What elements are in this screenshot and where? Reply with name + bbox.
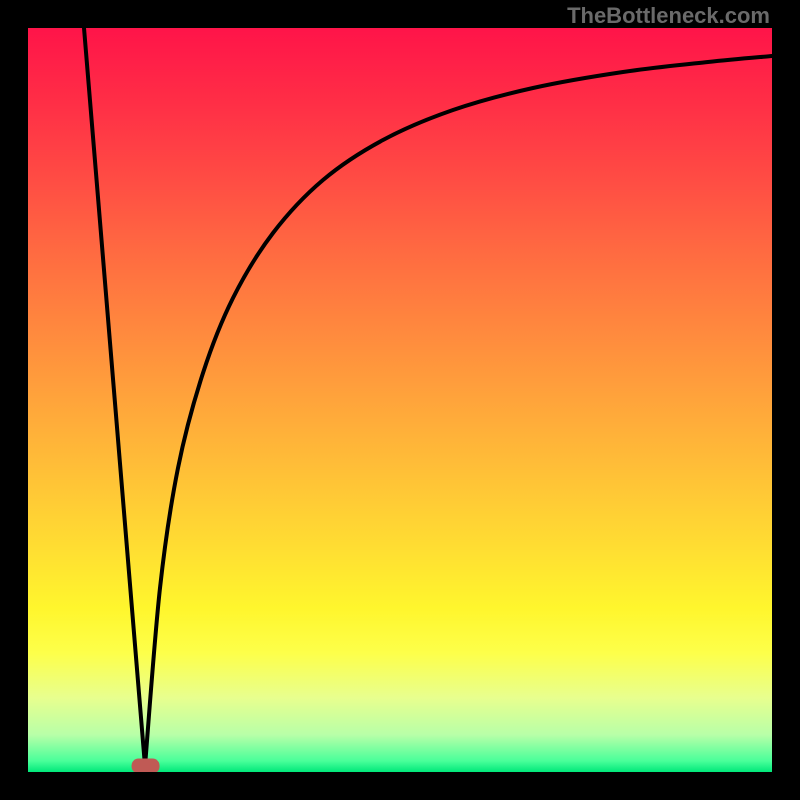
plot-area: [28, 28, 772, 772]
watermark-text: TheBottleneck.com: [567, 3, 770, 29]
chart-frame: TheBottleneck.com: [0, 0, 800, 800]
gradient-background: [28, 28, 772, 772]
